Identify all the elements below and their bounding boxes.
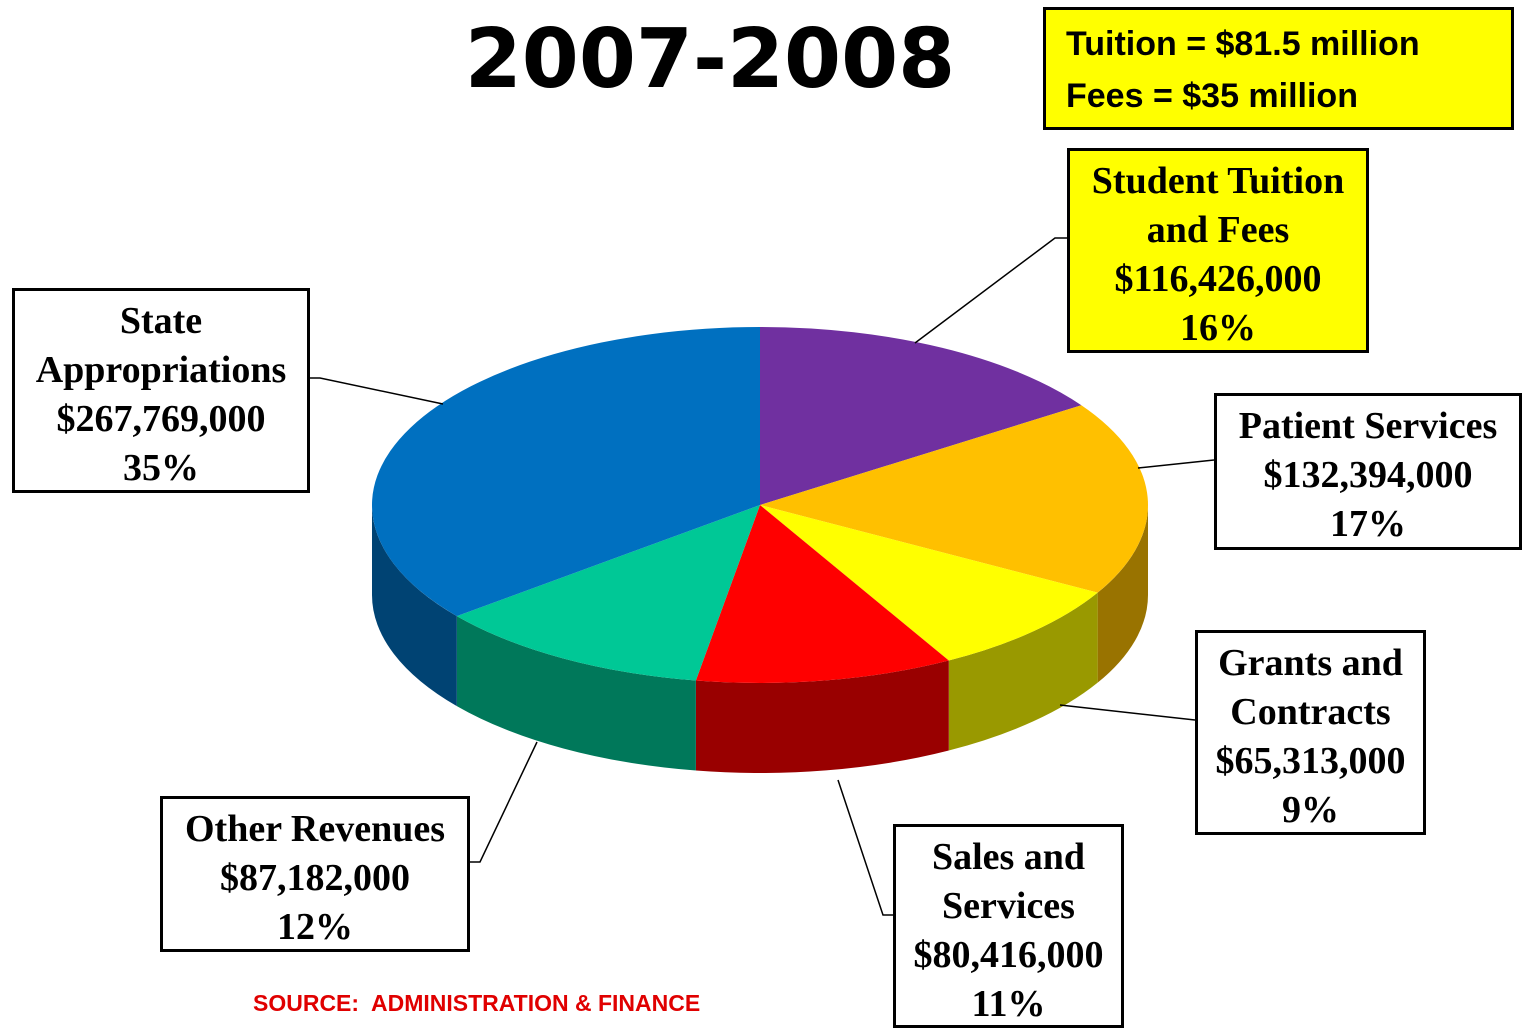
percent-label: 9% <box>1282 789 1339 831</box>
slice-side <box>695 660 949 773</box>
percent-label: 17% <box>1330 503 1406 545</box>
value-label: $80,416,000 <box>913 934 1104 976</box>
slice <box>371 327 760 617</box>
value-label: $132,394,000 <box>1263 454 1473 496</box>
percent-label: 35% <box>123 447 199 489</box>
leader-line <box>837 779 893 916</box>
percent-label: 11% <box>971 983 1046 1025</box>
leader-line <box>310 377 444 405</box>
category-label: Patient Services <box>1238 405 1498 447</box>
label-box: Patient Services $132,394,000 17% <box>1214 393 1522 550</box>
label-box: Student Tuition and Fees $116,426,000 16% <box>1067 148 1369 353</box>
source: SOURCE: ADMINISTRATION & FINANCE <box>253 990 701 1016</box>
percent-label: 12% <box>277 906 353 948</box>
leader-line <box>1059 704 1196 721</box>
percent-label: 16% <box>1180 307 1256 349</box>
slice <box>760 505 1098 661</box>
label-box: Other Revenues $87,182,000 12% <box>160 796 470 952</box>
value-label: $267,769,000 <box>56 398 266 440</box>
slice <box>695 505 949 684</box>
slice <box>760 327 1082 505</box>
slice-side <box>372 505 457 707</box>
annotation: Tuition = $81.5 million <box>1066 25 1420 63</box>
slice <box>456 505 760 681</box>
value-label: $87,182,000 <box>220 857 410 899</box>
category-label: Grants and Contracts <box>1218 642 1403 733</box>
chart-title: 2007-2008 <box>464 12 956 107</box>
label-box: Sales and Services $80,416,000 11% <box>893 824 1124 1028</box>
annotation-box: Tuition = $81.5 million Fees = $35 milli… <box>1043 7 1514 130</box>
leader-line <box>1137 459 1215 469</box>
slice-side <box>1097 505 1149 683</box>
category-label: Other Revenues <box>185 808 445 850</box>
value-label: $65,313,000 <box>1215 740 1406 782</box>
slice <box>760 405 1148 593</box>
leader-line <box>914 237 1067 344</box>
category-label: State Appropriations <box>35 300 287 391</box>
leader-line <box>470 741 538 863</box>
category-label: Sales and Services <box>931 836 1086 927</box>
slice-side <box>948 592 1098 751</box>
label-box: State Appropriations $267,769,000 35% <box>12 288 310 493</box>
label-box: Grants and Contracts $65,313,000 9% <box>1195 630 1426 835</box>
annotation: Fees = $35 million <box>1066 77 1358 115</box>
slice-side <box>456 616 696 771</box>
value-label: $116,426,000 <box>1114 258 1322 300</box>
category-label: Student Tuition and Fees <box>1091 160 1345 251</box>
